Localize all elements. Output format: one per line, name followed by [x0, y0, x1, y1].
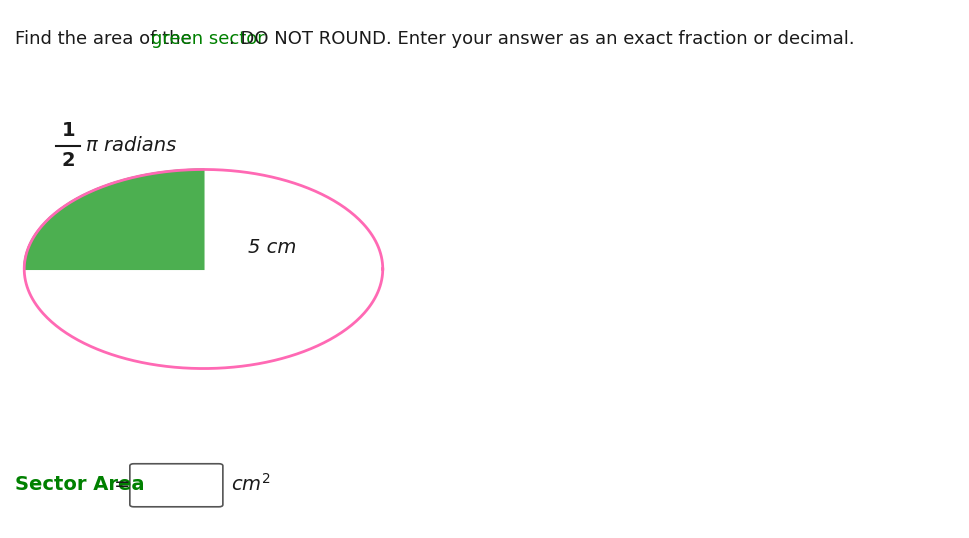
Text: . DO NOT ROUND. Enter your answer as an exact fraction or decimal.: . DO NOT ROUND. Enter your answer as an … — [229, 30, 855, 47]
FancyBboxPatch shape — [130, 464, 223, 507]
Text: Sector Area: Sector Area — [15, 475, 144, 494]
Text: 5 cm: 5 cm — [248, 238, 297, 257]
Text: $cm^2$: $cm^2$ — [231, 473, 270, 495]
Text: 1: 1 — [61, 121, 75, 140]
Wedge shape — [24, 169, 203, 269]
Text: green sector: green sector — [151, 30, 265, 47]
Text: π radians: π radians — [85, 136, 175, 155]
Text: =: = — [114, 475, 131, 494]
Text: Find the area of the: Find the area of the — [15, 30, 197, 47]
Text: 2: 2 — [61, 151, 75, 170]
